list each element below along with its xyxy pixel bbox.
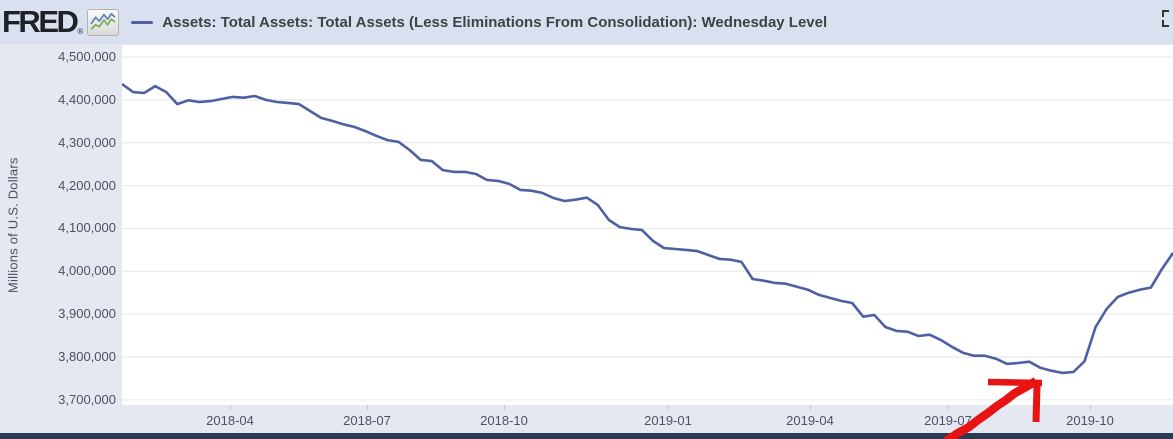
x-tick-label: 2018-04: [206, 413, 254, 428]
y-tick-label: 4,400,000: [58, 91, 116, 107]
x-tick-mark: [947, 405, 949, 410]
x-tick-mark: [230, 405, 232, 410]
x-tick-mark: [1089, 405, 1091, 410]
legend-line-sample: [131, 20, 154, 24]
fred-sparkline-icon: [87, 9, 120, 36]
x-tick-label: 2018-10: [480, 413, 528, 428]
x-tick-mark: [667, 405, 669, 410]
fred-logo-text: FRED: [2, 4, 79, 39]
y-tick-label: 4,100,000: [58, 220, 116, 236]
registered-trademark: ®: [77, 27, 84, 36]
y-tick-label: 3,900,000: [58, 306, 116, 322]
y-tick-label: 4,000,000: [58, 263, 116, 279]
y-tick-label: 3,800,000: [58, 349, 116, 364]
x-tick-mark: [504, 405, 506, 410]
x-tick-label: 2019-04: [786, 413, 834, 428]
series-title: Assets: Total Assets: Total Assets (Less…: [162, 13, 828, 31]
line-chart: [121, 56, 1173, 401]
graph-header: FRED ® Assets: Total Assets: Total Asset…: [0, 0, 1173, 44]
y-tick-label: 4,500,000: [58, 49, 116, 64]
data-series-line[interactable]: [121, 82, 1173, 375]
footer-bar: [0, 433, 1173, 439]
y-tick-label: 4,300,000: [58, 134, 116, 150]
x-tick-label: 2019-01: [644, 413, 692, 428]
fullscreen-icon[interactable]: [1162, 10, 1173, 27]
y-tick-label: 3,700,000: [58, 391, 116, 407]
fred-logo[interactable]: FRED ®: [2, 4, 120, 39]
x-tick-mark: [366, 405, 368, 410]
plot-area[interactable]: [121, 45, 1173, 405]
x-tick-label: 2019-10: [1066, 413, 1114, 428]
x-tick-mark: [809, 405, 811, 410]
x-tick-label: 2018-07: [343, 413, 391, 428]
y-tick-label: 4,200,000: [58, 177, 116, 193]
x-tick-label: 2019-07: [924, 413, 972, 428]
